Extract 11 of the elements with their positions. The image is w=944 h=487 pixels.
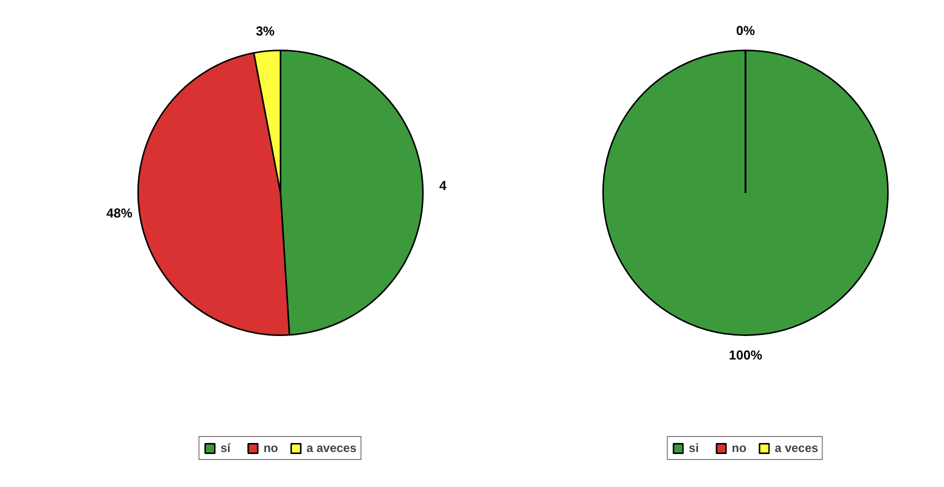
legend-label: no bbox=[732, 441, 748, 455]
legend-label: sí bbox=[220, 441, 232, 455]
legend-label: si bbox=[688, 441, 700, 455]
data-label: 48% bbox=[106, 206, 133, 221]
data-label: 3% bbox=[256, 24, 276, 39]
text: 0% bbox=[736, 22, 755, 38]
data-label: 100% bbox=[728, 348, 763, 363]
legend-label: a veces bbox=[774, 441, 818, 455]
legend-label: no bbox=[263, 441, 280, 455]
legend-label: a aveces bbox=[306, 441, 357, 455]
text: 4 bbox=[439, 178, 448, 194]
